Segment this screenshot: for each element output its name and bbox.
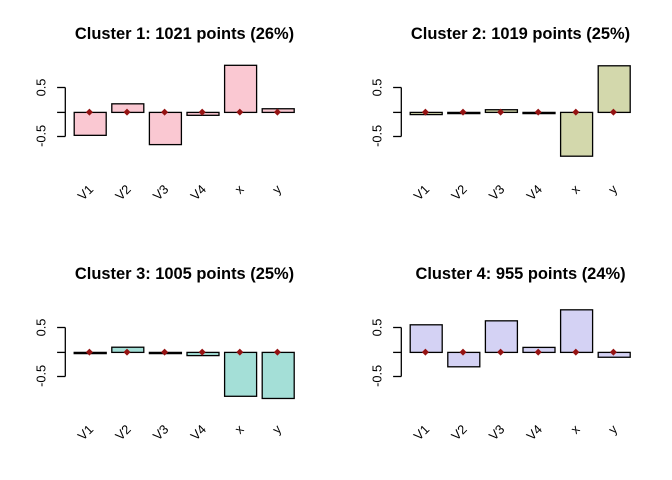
svg-text:-0.5: -0.5: [34, 125, 49, 147]
svg-text:Cluster 4: 955 points (24%): Cluster 4: 955 points (24%): [415, 265, 625, 283]
svg-text:Cluster 2: 1019 points (25%): Cluster 2: 1019 points (25%): [411, 25, 630, 43]
svg-text:Cluster 3: 1005 points (25%): Cluster 3: 1005 points (25%): [75, 265, 294, 283]
svg-text:-0.5: -0.5: [370, 365, 385, 387]
svg-text:-0.5: -0.5: [34, 365, 49, 387]
svg-text:Cluster 1: 1021 points (26%): Cluster 1: 1021 points (26%): [75, 25, 294, 43]
svg-text:0.5: 0.5: [34, 79, 49, 97]
svg-text:0.5: 0.5: [370, 319, 385, 337]
svg-text:0.5: 0.5: [370, 79, 385, 97]
svg-text:-0.5: -0.5: [370, 125, 385, 147]
svg-text:0.5: 0.5: [34, 319, 49, 337]
